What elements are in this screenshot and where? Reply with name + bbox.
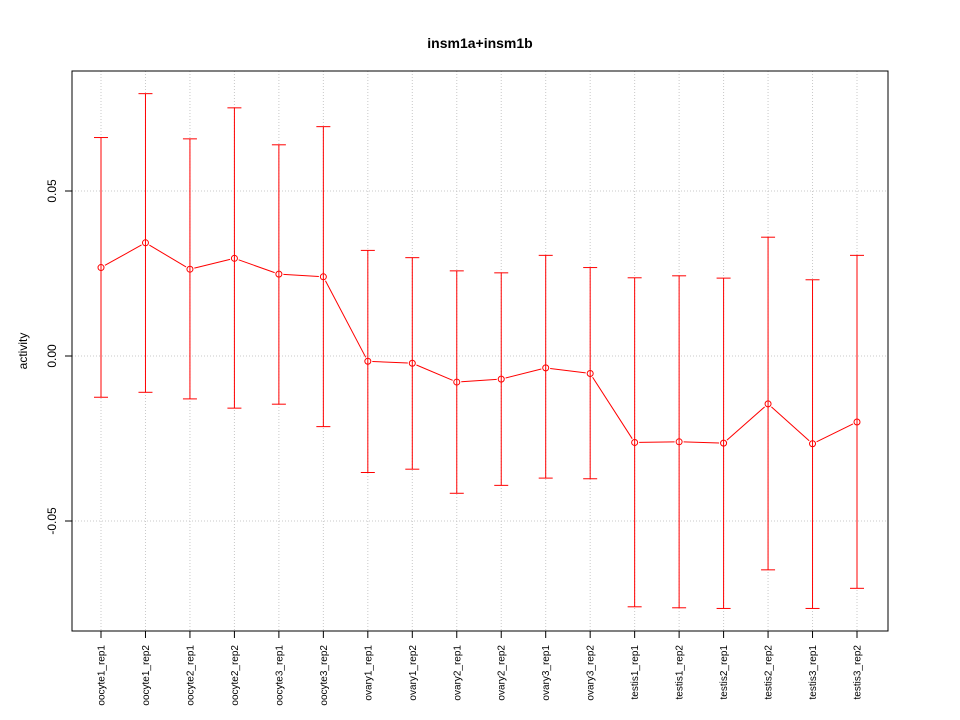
x-tick-label: ovary3_rep2 bbox=[586, 645, 597, 701]
data-point bbox=[586, 369, 594, 377]
x-tick-label: oocyte1_rep2 bbox=[141, 645, 152, 706]
x-tick-label: testis3_rep1 bbox=[808, 645, 819, 700]
data-point bbox=[364, 357, 372, 365]
series-segment bbox=[505, 368, 542, 379]
x-tick-label: ovary1_rep2 bbox=[408, 645, 419, 701]
series-segment bbox=[325, 280, 367, 358]
series-segment bbox=[550, 367, 586, 374]
series-line bbox=[104, 244, 854, 444]
series-segment bbox=[726, 406, 766, 441]
x-tick-label: oocyte2_rep2 bbox=[230, 645, 241, 706]
data-point bbox=[764, 400, 772, 408]
data-point bbox=[319, 273, 327, 281]
data-point bbox=[275, 270, 283, 278]
y-axis-label: activity bbox=[16, 333, 30, 370]
series-segment bbox=[238, 259, 275, 274]
chart-title: insm1a+insm1b bbox=[427, 35, 532, 51]
x-tick-label: ovary2_rep2 bbox=[497, 645, 508, 701]
data-point bbox=[809, 440, 817, 448]
series-segment bbox=[149, 244, 187, 268]
x-tick-label: testis2_rep1 bbox=[719, 645, 730, 700]
data-point bbox=[141, 239, 149, 247]
x-tick-label: ovary1_rep1 bbox=[363, 645, 374, 701]
data-points bbox=[97, 239, 861, 448]
x-tick-label: ovary3_rep1 bbox=[541, 645, 552, 701]
x-tick-label: oocyte1_rep1 bbox=[97, 645, 108, 706]
data-point bbox=[631, 438, 639, 446]
y-tick-label: 0.00 bbox=[45, 344, 59, 368]
data-point bbox=[497, 375, 505, 383]
y-axis: -0.05 0.00 0.05 bbox=[45, 179, 72, 535]
series-segment bbox=[104, 244, 142, 266]
data-point bbox=[97, 264, 105, 272]
data-point bbox=[230, 254, 238, 262]
data-point bbox=[675, 438, 683, 446]
plot-frame bbox=[71, 70, 889, 632]
data-point bbox=[542, 364, 550, 372]
x-tick-label: ovary2_rep1 bbox=[452, 645, 463, 701]
data-point bbox=[853, 418, 861, 426]
y-tick-label: -0.05 bbox=[45, 507, 59, 535]
data-point bbox=[408, 359, 416, 367]
y-tick-label: 0.05 bbox=[45, 179, 59, 203]
gridlines bbox=[72, 71, 888, 631]
x-tick-label: oocyte3_rep2 bbox=[319, 645, 330, 706]
data-point bbox=[453, 378, 461, 386]
x-tick-label: testis2_rep2 bbox=[764, 645, 775, 700]
series-segment bbox=[592, 377, 633, 439]
x-axis: oocyte1_rep1 oocyte1_rep2 oocyte2_rep1 oocy… bbox=[97, 631, 864, 706]
series-segment bbox=[816, 423, 854, 443]
data-point bbox=[186, 265, 194, 273]
series-segment bbox=[639, 441, 675, 443]
series-segment bbox=[283, 273, 319, 278]
x-tick-label: testis1_rep2 bbox=[675, 645, 686, 700]
series-segment bbox=[771, 406, 810, 442]
x-tick-label: testis3_rep2 bbox=[853, 645, 864, 700]
series-segment bbox=[683, 441, 720, 444]
series-segment bbox=[372, 360, 408, 364]
series-segment bbox=[416, 364, 453, 381]
x-tick-label: oocyte3_rep1 bbox=[274, 645, 285, 706]
series-segment bbox=[461, 378, 497, 383]
data-point bbox=[720, 439, 728, 447]
error-bars bbox=[94, 93, 864, 609]
x-tick-label: testis1_rep1 bbox=[630, 645, 641, 700]
x-tick-label: oocyte2_rep1 bbox=[185, 645, 196, 706]
series-segment bbox=[194, 258, 231, 269]
